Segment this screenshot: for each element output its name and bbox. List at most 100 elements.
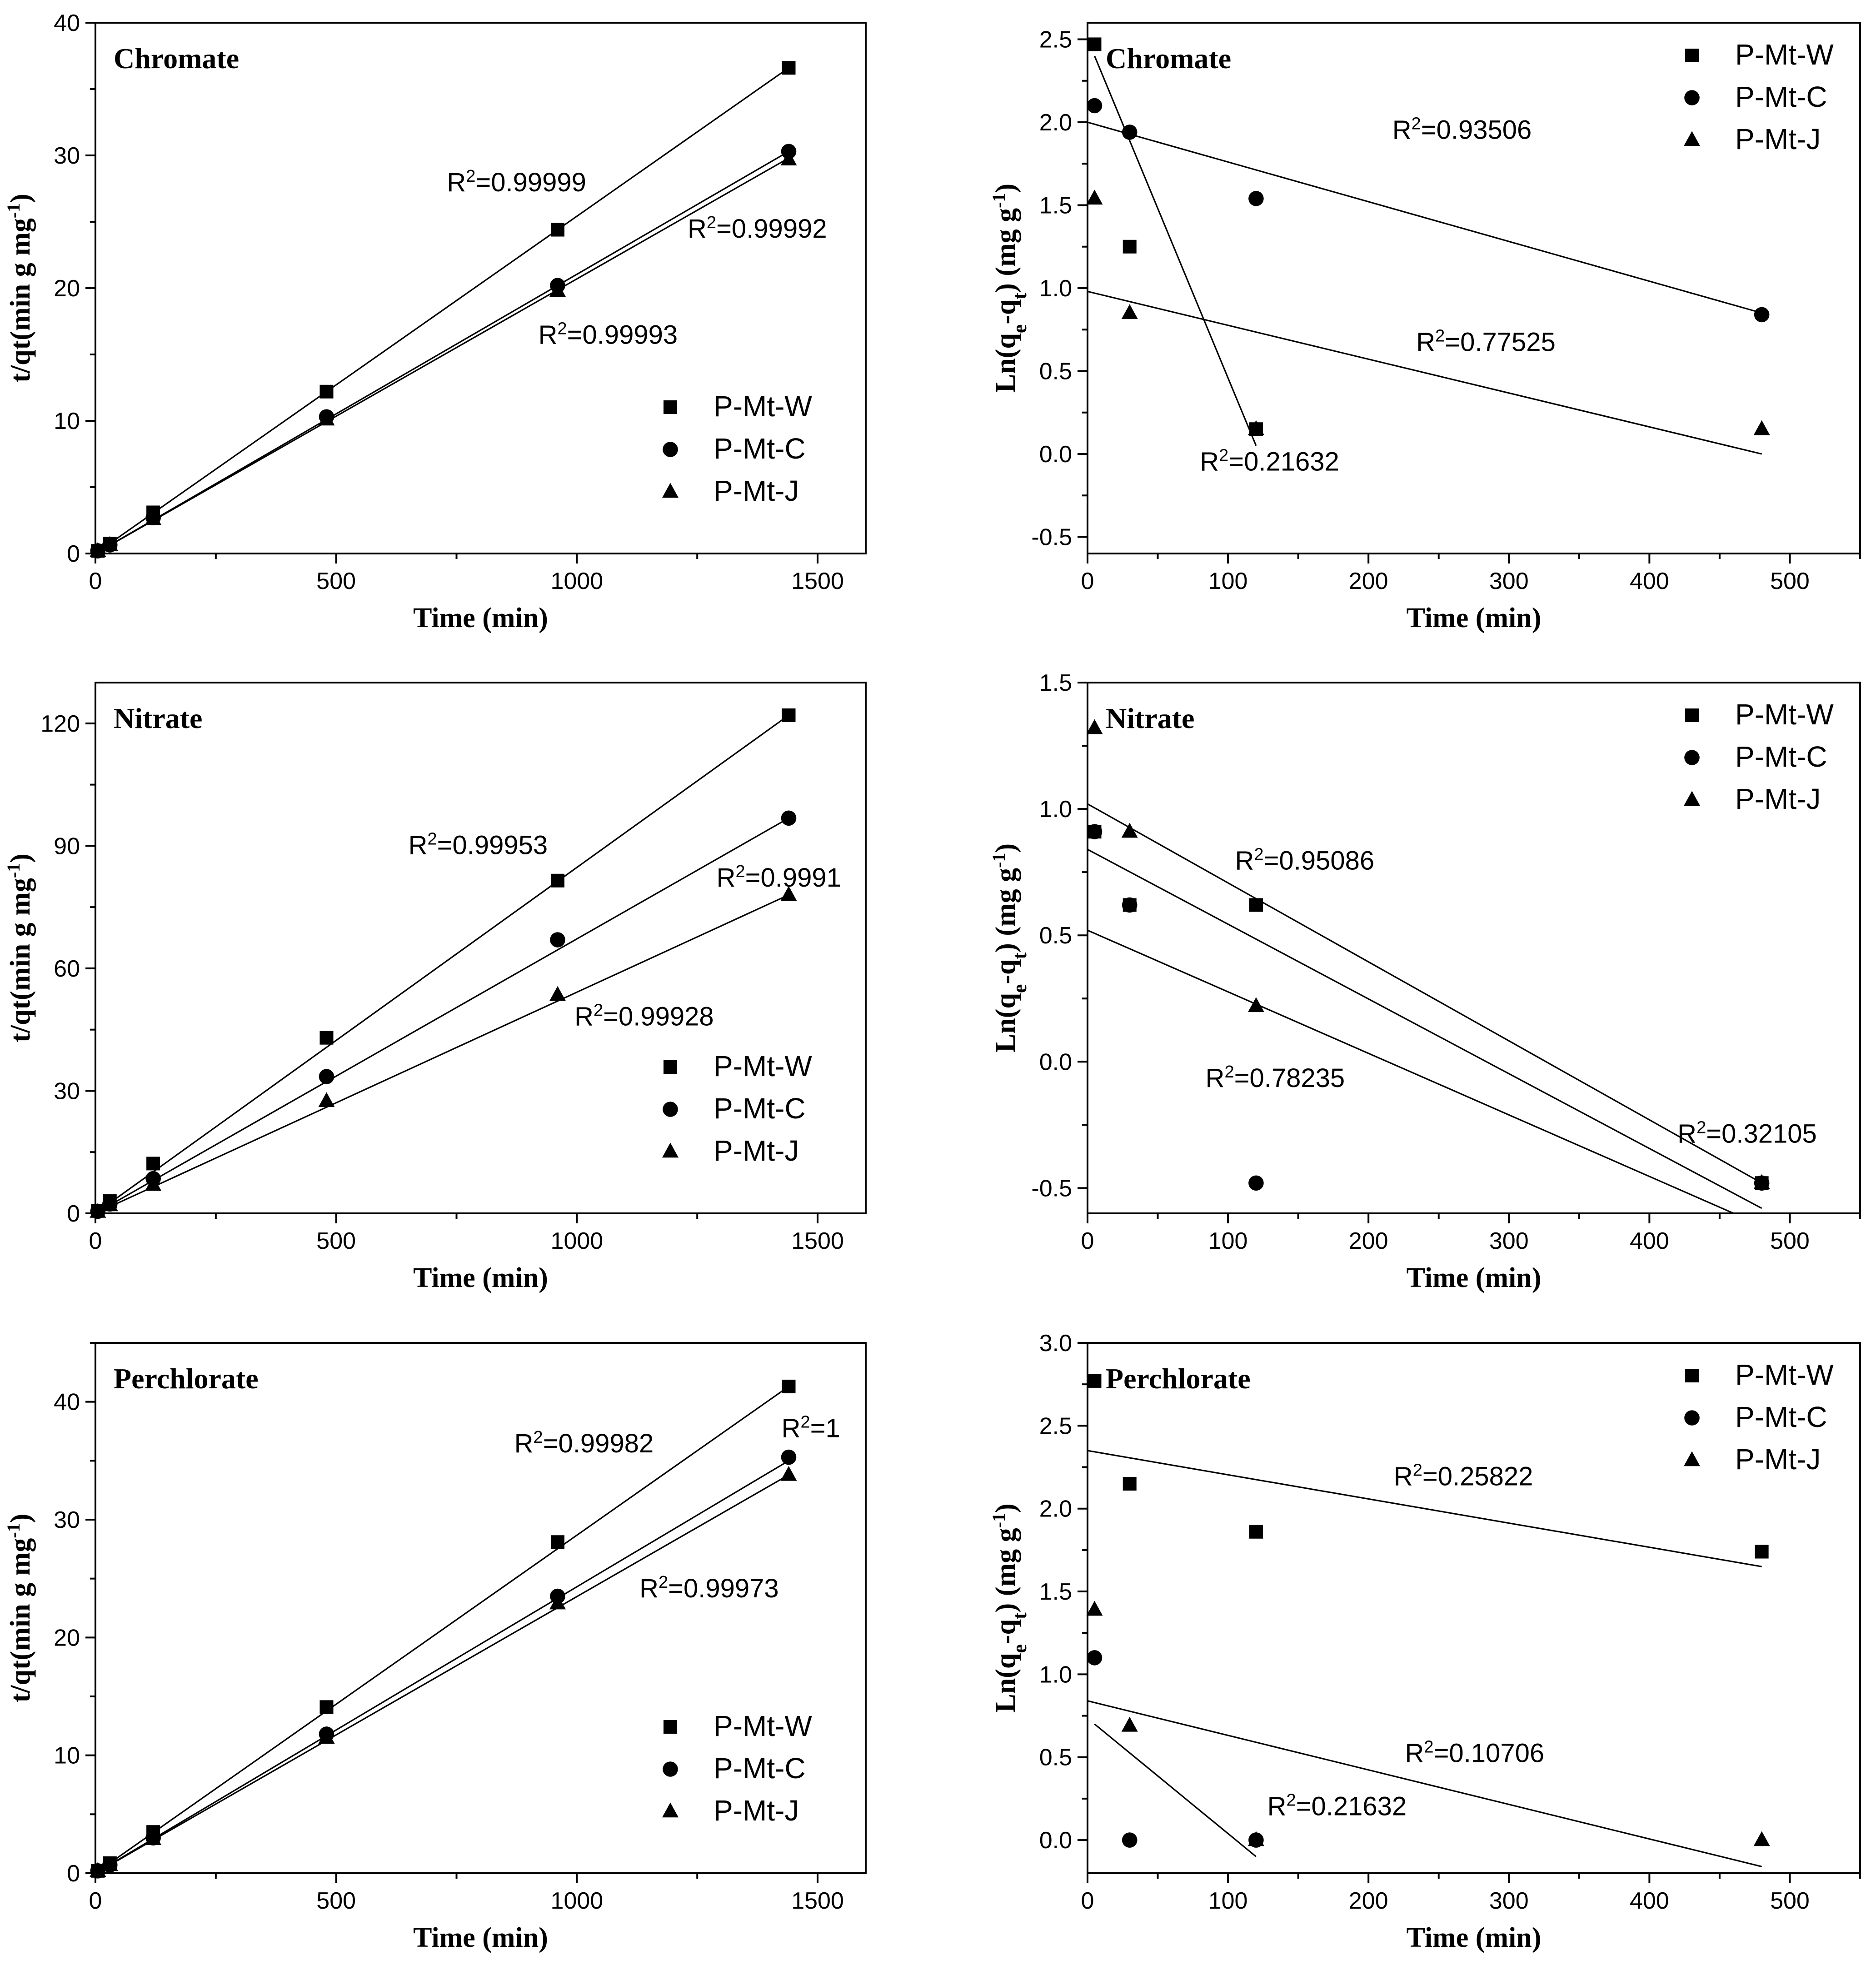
y-tick-label: 0.0 xyxy=(1039,1049,1072,1075)
legend-marker-p-mt-j xyxy=(1684,1451,1700,1466)
y-axis-title: t/qt(min g mg-1) xyxy=(3,194,36,383)
panel-title: Perchlorate xyxy=(1106,1362,1251,1395)
y-tick-label: 0 xyxy=(67,1201,80,1227)
y-tick-label: 40 xyxy=(54,1389,80,1416)
y-axis-title: t/qt(min g mg-1) xyxy=(3,853,36,1042)
legend: P-Mt-W P-Mt-C P-Mt-J xyxy=(662,1710,812,1827)
fit-line-p-mt-c xyxy=(1087,929,1734,1214)
x-tick-label: 1500 xyxy=(791,1228,844,1254)
y-tick-label: 30 xyxy=(54,143,80,169)
legend-label: P-Mt-C xyxy=(1735,80,1827,113)
data-point-p-mt-c xyxy=(1754,307,1770,323)
r-squared-label: R2=0.99953 xyxy=(409,829,548,860)
legend-label: P-Mt-C xyxy=(1735,740,1827,773)
r-squared-label: R2=0.99999 xyxy=(447,167,586,197)
legend-marker-p-mt-w xyxy=(664,1720,677,1734)
fit-line-p-mt-c xyxy=(1094,1723,1257,1857)
r-squared-label: R2=1 xyxy=(782,1412,840,1443)
x-tick-label: 500 xyxy=(1770,1228,1810,1254)
plot-frame xyxy=(1087,1342,1861,1874)
chart-panel-5: 0 500 1000 1500 0 10 20 30 40 Time (min) t/qt(min … xyxy=(3,1342,867,1953)
data-point-p-mt-j xyxy=(549,282,566,297)
x-tick-label: 1500 xyxy=(791,568,844,594)
fit-line-p-mt-w xyxy=(95,67,789,554)
data-point-p-mt-w xyxy=(551,1535,564,1549)
legend-marker-p-mt-c xyxy=(663,1761,678,1777)
x-tick-label: 1500 xyxy=(791,1888,844,1914)
data-point-p-mt-j xyxy=(1753,1831,1770,1846)
data-point-p-mt-j xyxy=(1121,1716,1138,1732)
data-point-p-mt-c xyxy=(319,1069,334,1084)
data-point-p-mt-c xyxy=(1248,1175,1264,1191)
data-point-p-mt-c xyxy=(781,810,797,826)
chart-panel-2: 0 100 200 300 400 500 -0.5 0.0 0.5 1.0 1.5 2.0 2.5 Ti… xyxy=(988,22,1861,633)
fit-line-p-mt-w xyxy=(95,1386,789,1874)
plot-frame xyxy=(95,1342,867,1874)
plot-frame xyxy=(95,22,867,554)
x-axis-title: Time (min) xyxy=(1407,603,1542,633)
y-tick-label: 2.5 xyxy=(1039,27,1072,53)
y-tick-label: -0.5 xyxy=(1031,524,1072,551)
fit-line-p-mt-w xyxy=(95,714,789,1214)
data-point-p-mt-w xyxy=(1249,898,1263,912)
legend-label: P-Mt-J xyxy=(1735,783,1821,815)
x-tick-label: 1000 xyxy=(551,1888,604,1914)
fit-line-p-mt-j xyxy=(1087,290,1762,455)
fit-line-p-mt-w xyxy=(1087,1450,1762,1567)
y-tick-label: 1.0 xyxy=(1039,275,1072,302)
data-point-p-mt-j xyxy=(1247,420,1264,435)
x-tick-label: 1000 xyxy=(551,1228,604,1254)
x-axis-title: Time (min) xyxy=(413,603,548,633)
data-point-p-mt-j xyxy=(1086,190,1103,205)
x-tick-label: 100 xyxy=(1208,1228,1248,1254)
data-point-p-mt-w xyxy=(1088,37,1102,51)
data-point-p-mt-w xyxy=(1088,1374,1102,1388)
data-point-p-mt-j xyxy=(1247,997,1264,1012)
legend-label: P-Mt-C xyxy=(713,432,806,465)
r-squared-label: R2=0.10706 xyxy=(1405,1738,1545,1768)
data-point-p-mt-j xyxy=(780,150,797,165)
y-tick-label: 20 xyxy=(54,1625,80,1651)
chart-panel-6: 0 100 200 300 400 500 0.0 0.5 1.0 1.5 2.0 2.5 3.0 Tim… xyxy=(988,1330,1861,1953)
data-point-p-mt-c xyxy=(550,932,565,948)
data-point-p-mt-c xyxy=(1087,824,1103,839)
x-tick-label: 100 xyxy=(1208,1888,1248,1914)
legend-label: P-Mt-C xyxy=(713,1752,806,1785)
data-point-p-mt-j xyxy=(549,986,566,1001)
data-point-p-mt-c xyxy=(1248,191,1264,206)
r-squared-label: R2=0.25822 xyxy=(1394,1461,1533,1491)
data-point-p-mt-c xyxy=(781,1449,797,1465)
x-axis-title: Time (min) xyxy=(1407,1922,1542,1953)
y-tick-label: 1.5 xyxy=(1039,670,1072,696)
data-point-p-mt-j xyxy=(780,886,797,901)
y-tick-label: 20 xyxy=(54,275,80,302)
fit-line-p-mt-j xyxy=(1087,1700,1762,1867)
data-point-p-mt-w xyxy=(551,223,564,237)
x-tick-label: 200 xyxy=(1349,1228,1388,1254)
legend-label: P-Mt-W xyxy=(713,390,812,423)
fit-line-p-mt-j xyxy=(95,894,789,1214)
y-tick-label: 2.5 xyxy=(1039,1413,1072,1439)
data-point-p-mt-j xyxy=(1247,1831,1264,1846)
x-tick-label: 400 xyxy=(1630,1888,1669,1914)
y-axis-title: Ln(qe-qt) (mg g-1) xyxy=(988,1503,1031,1712)
r-squared-label: R2=0.99993 xyxy=(539,319,678,350)
panel-title: Chromate xyxy=(114,42,239,75)
legend-marker-p-mt-j xyxy=(662,1802,679,1818)
y-tick-label: 10 xyxy=(54,1743,80,1769)
legend-marker-p-mt-w xyxy=(1685,1369,1699,1382)
r-squared-label: R2=0.93506 xyxy=(1392,115,1532,145)
r-squared-label: R2=0.32105 xyxy=(1677,1118,1817,1148)
plot-frame xyxy=(95,682,867,1214)
x-axis-title: Time (min) xyxy=(413,1922,548,1953)
fit-line-p-mt-c xyxy=(1087,121,1762,314)
data-point-p-mt-j xyxy=(1121,823,1138,838)
y-tick-label: 1.5 xyxy=(1039,193,1072,219)
r-squared-label: R2=0.9991 xyxy=(717,862,841,893)
x-tick-label: 500 xyxy=(316,1228,356,1254)
data-point-p-mt-j xyxy=(90,1862,106,1877)
data-point-p-mt-j xyxy=(1086,719,1103,734)
fit-line-p-mt-c xyxy=(95,1460,789,1874)
y-tick-label: 3.0 xyxy=(1039,1330,1072,1357)
data-point-p-mt-w xyxy=(319,1700,334,1714)
